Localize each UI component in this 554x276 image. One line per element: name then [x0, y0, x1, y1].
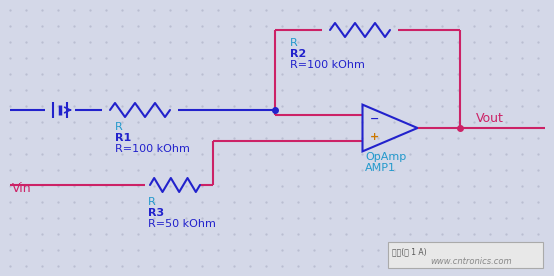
- Text: R3: R3: [148, 208, 164, 218]
- Text: R=100 kOhm: R=100 kOhm: [290, 60, 365, 70]
- Text: R=100 kOhm: R=100 kOhm: [115, 144, 190, 154]
- Text: Vout: Vout: [476, 112, 504, 125]
- Text: +: +: [370, 132, 379, 142]
- Text: R: R: [148, 197, 156, 207]
- Bar: [388, 242, 543, 268]
- Text: www.cntronics.com: www.cntronics.com: [430, 256, 512, 266]
- Text: −: −: [370, 114, 379, 124]
- Text: R2: R2: [290, 49, 306, 59]
- Text: OpAmp: OpAmp: [365, 152, 406, 162]
- Text: Vin: Vin: [12, 182, 32, 195]
- Text: R=50 kOhm: R=50 kOhm: [148, 219, 216, 229]
- Text: AMP1: AMP1: [365, 163, 396, 173]
- Text: R: R: [290, 38, 297, 48]
- Text: 截图(个 1 A): 截图(个 1 A): [392, 248, 427, 256]
- Text: R: R: [115, 122, 123, 132]
- Text: R1: R1: [115, 133, 131, 143]
